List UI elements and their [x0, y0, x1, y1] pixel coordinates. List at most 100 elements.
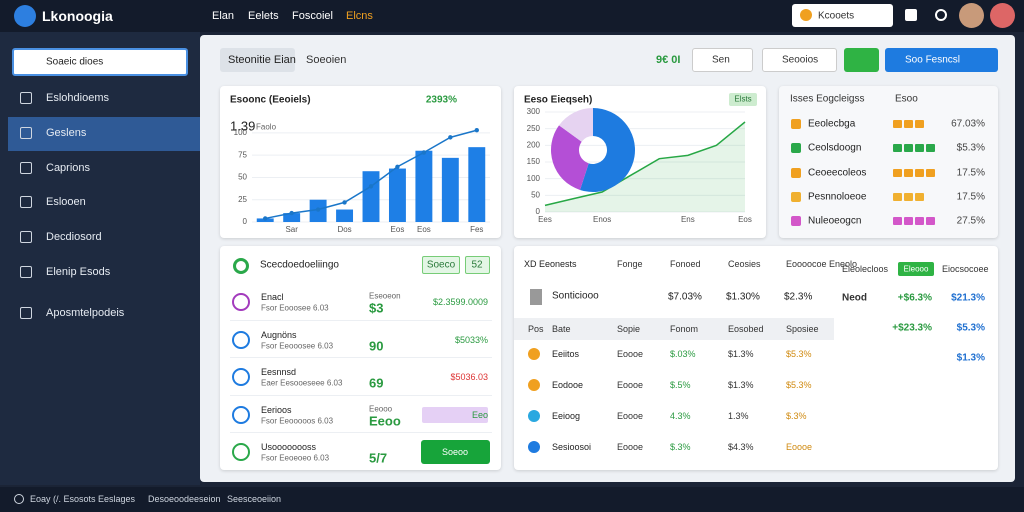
card-title: XD Eeonests — [524, 259, 577, 269]
rating-icon — [893, 144, 902, 153]
row-icon — [791, 216, 801, 227]
column-header: Eoooocoe Eneolo — [786, 259, 858, 269]
divider — [230, 357, 492, 358]
x-tick-label: Eos — [738, 215, 752, 224]
row-icon — [232, 405, 250, 424]
icon[interactable] — [905, 9, 917, 21]
row-value[interactable]: Soeoo — [441, 447, 469, 457]
amount: 9€ 0Ɩ — [656, 54, 681, 66]
search-text[interactable]: Kcooets — [818, 10, 855, 22]
bar — [362, 171, 380, 222]
cell: $5.3% — [786, 349, 812, 359]
button[interactable] — [762, 48, 837, 72]
x-tick-label: Ees — [538, 215, 552, 224]
y-tick-label: 150 — [527, 157, 541, 166]
icon[interactable] — [935, 9, 947, 21]
rating-icon — [904, 192, 913, 201]
nav-item[interactable]: Aposmtelpodeis — [46, 307, 125, 319]
nav-item[interactable]: Eslohdioems — [46, 92, 109, 104]
nav-link[interactable]: Elcns — [346, 10, 373, 22]
nav-item[interactable]: Geslens — [46, 127, 87, 139]
note: Faolo — [256, 122, 277, 132]
sidebar-search[interactable] — [12, 48, 188, 76]
column-header: Fonge — [617, 259, 643, 269]
tab[interactable]: Steonitie Eian — [228, 54, 296, 66]
badge — [465, 256, 490, 274]
button-text[interactable]: Sen — [712, 54, 730, 66]
avatar[interactable] — [990, 3, 1015, 28]
rating-icon — [926, 168, 935, 177]
y-tick-label: 0 — [243, 217, 248, 226]
tab[interactable]: Soeoien — [306, 54, 347, 66]
column-header: Esoo — [895, 93, 918, 105]
nav-item[interactable]: Eslooen — [46, 196, 86, 208]
bar — [468, 147, 486, 222]
button[interactable] — [844, 48, 879, 72]
nav-link[interactable]: Elan — [212, 10, 235, 22]
nav-item[interactable]: Elenip Esods — [46, 266, 111, 278]
row-value: 17.5% — [956, 191, 985, 203]
change: 2393% — [425, 94, 457, 106]
row-value: Eeo — [471, 409, 488, 420]
cell: +$23.3% — [892, 322, 932, 334]
button[interactable] — [885, 48, 998, 72]
row-icon — [791, 167, 801, 178]
tab[interactable] — [220, 48, 295, 72]
y-tick-label: 300 — [527, 107, 541, 116]
search-text[interactable]: Soaeic dioes — [46, 56, 104, 68]
row-label: Eseoeon — [369, 291, 401, 301]
line-point — [289, 210, 294, 216]
cell: $5.3% — [786, 380, 812, 390]
nav-link[interactable]: Eelets — [248, 10, 279, 22]
row-metric: 69 — [369, 375, 384, 391]
row-name: Eeolecbga — [808, 118, 856, 130]
active-item[interactable] — [8, 117, 200, 151]
icon — [233, 258, 249, 274]
button[interactable] — [898, 262, 934, 276]
line-point — [395, 164, 400, 169]
row-name: Usoooooooss — [261, 442, 317, 452]
nav-item[interactable]: Caprions — [46, 162, 91, 174]
row-metric: Eeoo — [369, 413, 401, 428]
button-text[interactable]: Seooios — [782, 54, 819, 66]
button[interactable] — [692, 48, 753, 72]
line-point — [342, 200, 347, 205]
line-point — [263, 216, 268, 221]
button-text[interactable]: Eleooo — [903, 264, 929, 274]
nav-icon — [20, 162, 32, 174]
panel-title: Eieolecloos — [842, 264, 889, 274]
avatar[interactable] — [959, 3, 984, 28]
bar — [441, 157, 459, 222]
y-tick-label: 25 — [238, 195, 247, 204]
cell: $7.03% — [668, 291, 702, 303]
logo: Lkonoogia — [42, 8, 113, 24]
row-sub: Fsor Eeooooos 6.03 — [261, 416, 334, 425]
pie-slice — [559, 108, 593, 142]
nav-item[interactable]: Decdiosord — [46, 231, 102, 243]
cell: Neod — [842, 292, 867, 304]
button-text[interactable]: Soo Fesncsl — [905, 54, 961, 66]
row-icon — [232, 443, 250, 461]
status-text: Desoeoodeeseion — [148, 494, 221, 504]
y-tick-label: 200 — [527, 140, 541, 149]
y-tick-label: 50 — [238, 173, 247, 182]
search-box[interactable] — [792, 4, 893, 27]
nav-link[interactable]: Foscoiel — [292, 10, 333, 22]
badge — [729, 93, 757, 106]
line-point — [474, 128, 479, 133]
rating-icon — [904, 168, 913, 177]
cell: Eoooe — [617, 380, 644, 390]
row-value: $5036.03 — [450, 372, 488, 382]
cell: Eoooe — [617, 349, 644, 359]
x-tick-label: Fes — [470, 225, 483, 234]
rating-icon — [904, 120, 913, 128]
row-name: Sonticiooo — [552, 290, 599, 302]
nav-icon — [20, 196, 32, 208]
x-tick-label: Ens — [681, 215, 695, 224]
rating-icon — [915, 168, 924, 177]
icon — [14, 494, 24, 504]
rating-icon — [893, 168, 902, 177]
rating-icon — [915, 120, 924, 128]
column-header: Fonom — [670, 324, 699, 334]
status-bar — [0, 487, 1024, 512]
